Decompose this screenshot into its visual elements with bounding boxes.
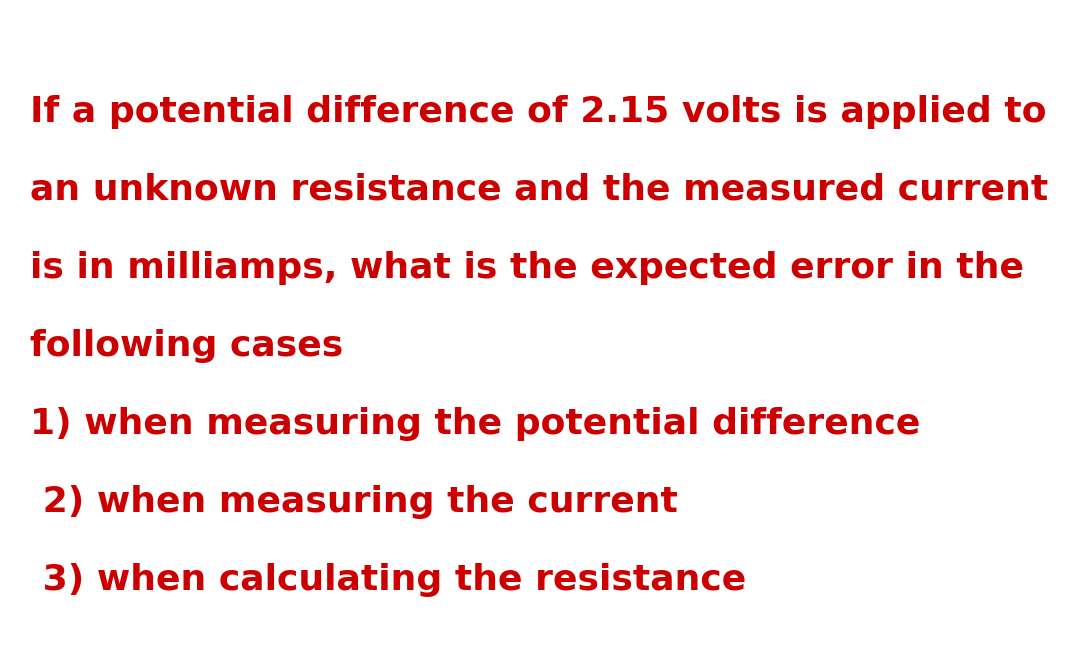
Text: 2) when measuring the current: 2) when measuring the current [30,485,678,519]
Text: is in milliamps, what is the expected error in the: is in milliamps, what is the expected er… [30,251,1024,285]
Text: following cases: following cases [30,329,343,363]
Text: 3) when calculating the resistance: 3) when calculating the resistance [30,563,746,597]
Text: 1) when measuring the potential difference: 1) when measuring the potential differen… [30,407,920,441]
Text: If a potential difference of 2.15 volts is applied to: If a potential difference of 2.15 volts … [30,95,1047,129]
Text: an unknown resistance and the measured current: an unknown resistance and the measured c… [30,173,1049,207]
